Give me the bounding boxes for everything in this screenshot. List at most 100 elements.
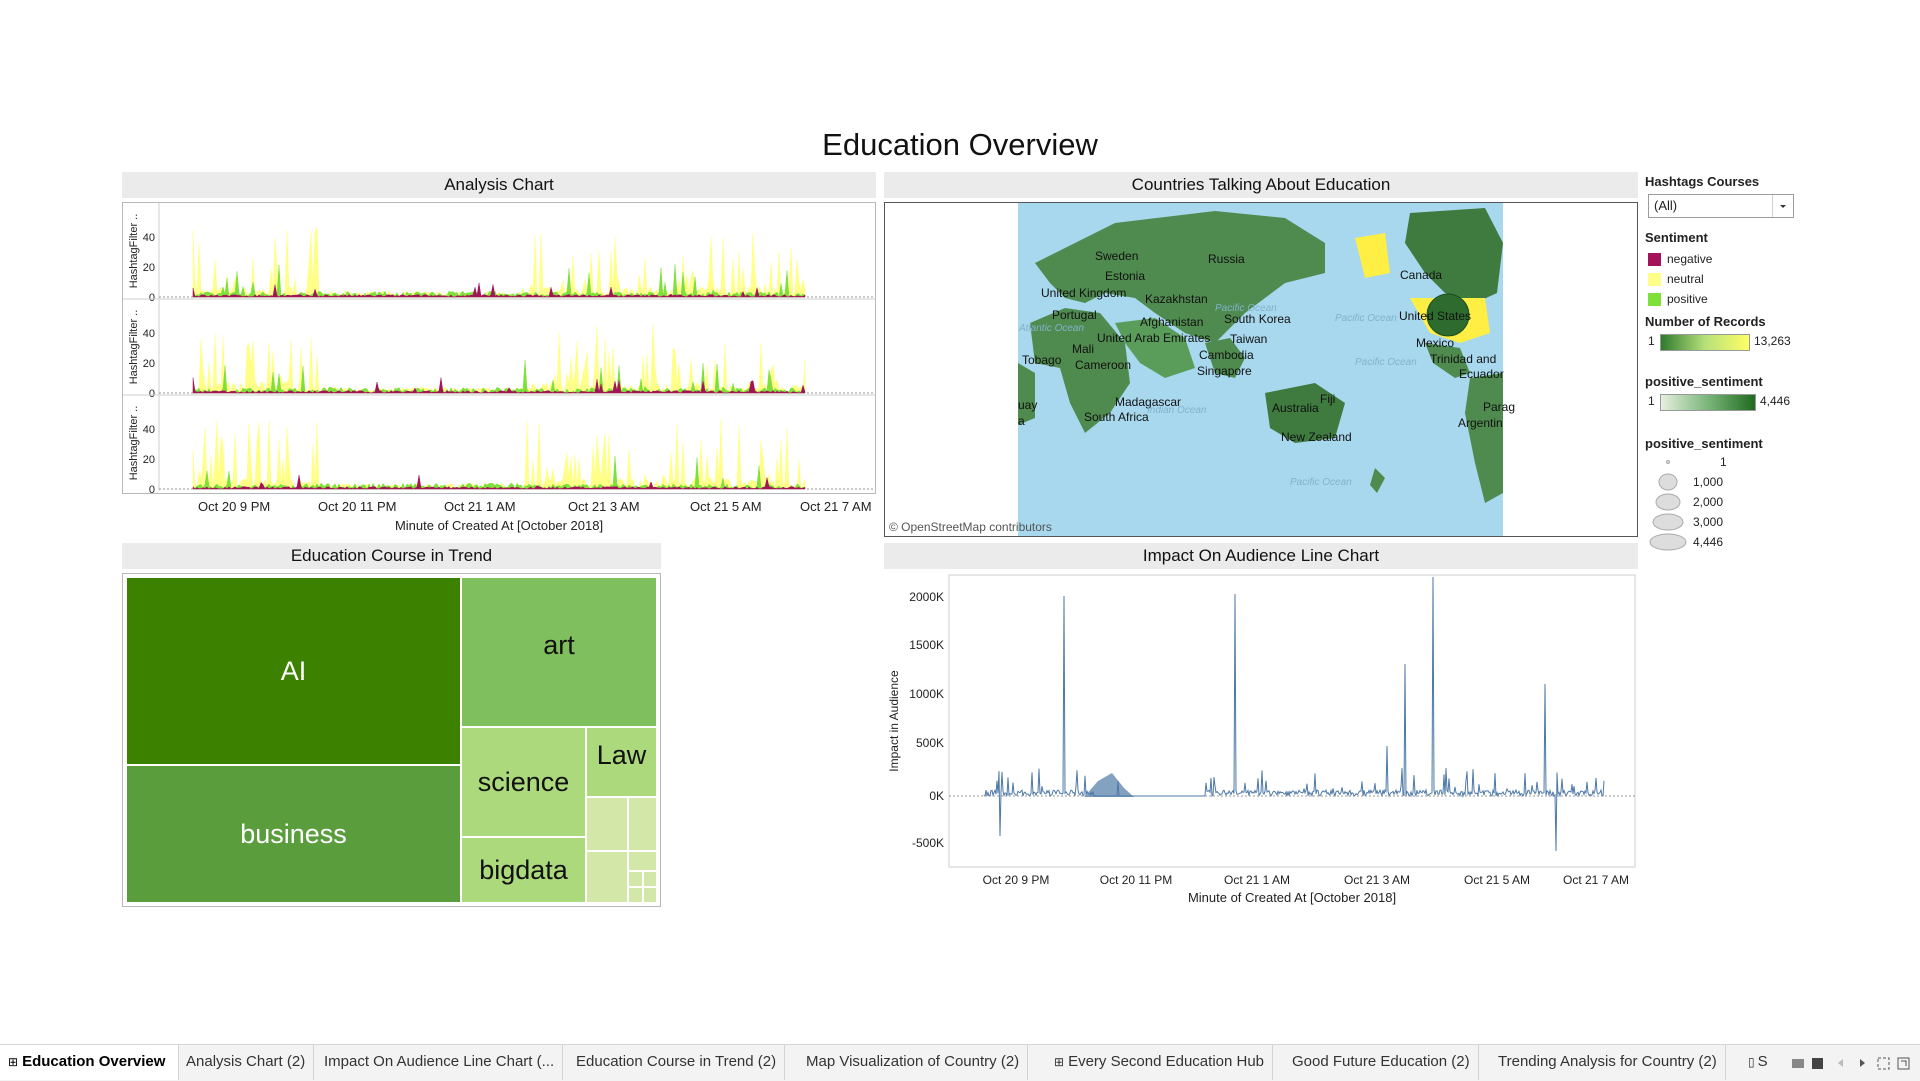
treemap-cell-small[interactable] bbox=[628, 887, 643, 903]
map-label: United Kingdom bbox=[1041, 286, 1126, 300]
ocean-label: Pacific Ocean bbox=[1355, 357, 1417, 368]
treemap-cell-small[interactable] bbox=[628, 797, 657, 851]
map-label: a bbox=[1018, 414, 1025, 428]
analysis-x-tick: Oct 20 11 PM bbox=[318, 499, 397, 514]
treemap-frame[interactable]: AI business art science bigdata Law bbox=[122, 573, 661, 907]
map-title: Countries Talking About Education bbox=[884, 172, 1638, 198]
tab-trending-analysis[interactable]: Trending Analysis for Country (2) bbox=[1490, 1045, 1726, 1080]
size-circle bbox=[1666, 460, 1670, 464]
map-label: Argentin bbox=[1458, 416, 1503, 430]
treemap-label: Law bbox=[596, 740, 647, 770]
analysis-y-tick: 40 bbox=[143, 328, 155, 340]
fit-screen-icon[interactable] bbox=[1877, 1057, 1890, 1070]
impact-chart-svg[interactable]: Impact in Audience 2000K 1500K 1000K 500K 0K… bbox=[884, 573, 1638, 913]
size-circle bbox=[1652, 513, 1684, 531]
negative-area[interactable] bbox=[192, 475, 806, 490]
sentiment-legend-title: Sentiment bbox=[1645, 230, 1708, 245]
hashtag-filter-select[interactable]: (All) bbox=[1648, 194, 1794, 218]
sentiment-legend-item[interactable]: negative bbox=[1648, 249, 1712, 269]
positive-area[interactable] bbox=[192, 359, 806, 394]
map-frame[interactable]: Sweden Russia Estonia United Kingdom Kaz… bbox=[884, 202, 1638, 537]
analysis-chart-frame[interactable]: HashtagFilter .. 40 20 0 HashtagFilter .. 40 2… bbox=[122, 202, 876, 496]
landmass-new-zealand bbox=[1370, 468, 1385, 493]
tab-impact-line-chart[interactable]: Impact On Audience Line Chart (... bbox=[316, 1045, 564, 1080]
analysis-x-tick: Oct 21 3 AM bbox=[568, 499, 640, 514]
landmass-australia bbox=[1265, 383, 1345, 443]
world-map[interactable]: Sweden Russia Estonia United Kingdom Kaz… bbox=[885, 203, 1637, 536]
impact-line[interactable] bbox=[983, 576, 1605, 852]
prev-sheet-icon[interactable] bbox=[1838, 1059, 1843, 1067]
neutral-area[interactable] bbox=[192, 419, 806, 490]
treemap-cell-small[interactable] bbox=[586, 851, 628, 903]
tab-label: Good Future Education (2) bbox=[1292, 1053, 1470, 1070]
impact-x-tick: Oct 21 3 AM bbox=[1344, 873, 1410, 887]
treemap-cell-art[interactable]: art bbox=[461, 577, 657, 727]
fullscreen-icon[interactable] bbox=[1897, 1057, 1910, 1070]
size-label: 2,000 bbox=[1693, 495, 1724, 509]
ocean-label: Pacific Ocean bbox=[1290, 477, 1352, 488]
size-circle bbox=[1649, 533, 1687, 551]
treemap-cell-bigdata[interactable]: bigdata bbox=[461, 837, 586, 903]
negative-area[interactable] bbox=[192, 377, 806, 394]
tab-analysis-chart[interactable]: Analysis Chart (2) bbox=[178, 1045, 315, 1080]
us-size-marker[interactable] bbox=[1426, 293, 1470, 337]
impact-chart[interactable]: Impact in Audience 2000K 1500K 1000K 500K 0K… bbox=[884, 573, 1638, 913]
analysis-row-label: HashtagFilter .. bbox=[128, 406, 140, 481]
map-label: Ecuador bbox=[1459, 367, 1504, 381]
analysis-row[interactable]: HashtagFilter .. 40 20 0 bbox=[128, 203, 875, 304]
analysis-x-tick: Oct 21 1 AM bbox=[444, 499, 516, 514]
analysis-y-tick: 20 bbox=[143, 262, 155, 274]
positive-area[interactable] bbox=[192, 455, 806, 490]
map-label: Mexico bbox=[1416, 336, 1454, 350]
neutral-area[interactable] bbox=[192, 227, 806, 298]
treemap-cell-science[interactable]: science bbox=[461, 727, 586, 837]
treemap-cell-law[interactable]: Law bbox=[586, 727, 657, 797]
treemap-cell-small[interactable] bbox=[643, 887, 657, 903]
sentiment-legend-item[interactable]: neutral bbox=[1648, 269, 1712, 289]
positive-color-scale: 1 4,446 bbox=[1648, 394, 1798, 411]
impact-y-tick: 0K bbox=[929, 789, 944, 803]
treemap-cell-small[interactable] bbox=[643, 871, 657, 887]
impact-area[interactable] bbox=[1084, 773, 1134, 797]
tab-map-visualization[interactable]: Map Visualization of Country (2) bbox=[798, 1045, 1029, 1080]
analysis-row[interactable]: HashtagFilter .. 40 20 0 bbox=[123, 298, 875, 400]
map-label: Russia bbox=[1208, 252, 1245, 266]
size-label: 1,000 bbox=[1693, 475, 1724, 489]
tab-label: S bbox=[1757, 1053, 1768, 1070]
map-label: Cambodia bbox=[1199, 348, 1254, 362]
tab-good-future[interactable]: Good Future Education (2) bbox=[1284, 1045, 1479, 1080]
impact-x-tick: Oct 21 5 AM bbox=[1464, 873, 1530, 887]
treemap-cell-small[interactable] bbox=[628, 871, 643, 887]
chevron-down-icon[interactable] bbox=[1772, 195, 1793, 217]
next-sheet-icon[interactable] bbox=[1860, 1059, 1865, 1067]
records-max: 13,263 bbox=[1754, 334, 1791, 348]
tab-every-second-hub[interactable]: ⊞ Every Second Education Hub bbox=[1046, 1045, 1274, 1080]
map-attribution[interactable]: © OpenStreetMap contributors bbox=[889, 520, 1052, 534]
tab-label: Map Visualization of Country (2) bbox=[806, 1053, 1020, 1070]
positive-color-gradient bbox=[1660, 394, 1756, 411]
impact-y-tick: 1500K bbox=[909, 638, 944, 652]
tab-story[interactable]: ▯ S bbox=[1740, 1045, 1796, 1080]
sentiment-legend-item[interactable]: positive bbox=[1648, 289, 1712, 309]
map-label: New Zealand bbox=[1281, 430, 1352, 444]
landmass-africa bbox=[1030, 308, 1130, 433]
film-strip-icon[interactable] bbox=[1792, 1059, 1804, 1068]
tab-education-overview[interactable]: ⊞ Education Overview bbox=[0, 1045, 179, 1080]
impact-x-tick: Oct 20 9 PM bbox=[983, 873, 1050, 887]
treemap-cell-small[interactable] bbox=[586, 797, 628, 851]
analysis-x-axis-title: Minute of Created At [October 2018] bbox=[394, 518, 604, 533]
treemap-cell-small[interactable] bbox=[628, 851, 657, 871]
treemap-cell-business[interactable]: business bbox=[126, 765, 461, 903]
treemap-cell-ai[interactable]: AI bbox=[126, 577, 461, 765]
sentiment-label: positive bbox=[1667, 292, 1708, 306]
negative-area[interactable] bbox=[192, 282, 806, 298]
neutral-area[interactable] bbox=[192, 324, 806, 394]
treemap[interactable]: AI business art science bigdata Law bbox=[126, 577, 657, 903]
tab-education-course[interactable]: Education Course in Trend (2) bbox=[568, 1045, 786, 1080]
analysis-row[interactable]: HashtagFilter .. 40 20 0 bbox=[123, 394, 875, 496]
impact-x-tick: Oct 21 7 AM bbox=[1563, 873, 1629, 887]
treemap-label: business bbox=[240, 818, 347, 849]
show-tabs-icon[interactable] bbox=[1812, 1058, 1823, 1069]
map-label: uay bbox=[1018, 398, 1037, 412]
